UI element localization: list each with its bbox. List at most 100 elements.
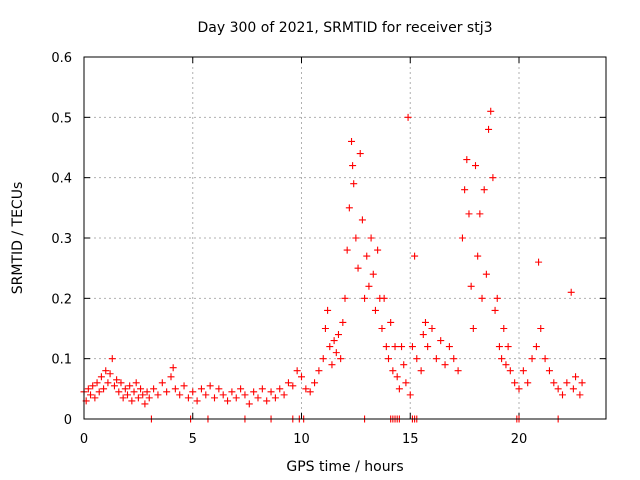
data-point	[154, 391, 162, 399]
data-point	[398, 343, 406, 351]
y-tick-label: 0.5	[51, 111, 72, 126]
data-point	[519, 367, 527, 375]
data-point	[532, 343, 540, 351]
data-point	[339, 318, 347, 326]
data-point	[158, 379, 166, 387]
data-point	[428, 325, 436, 332]
data-point	[374, 246, 382, 254]
data-point	[106, 370, 114, 378]
data-point	[476, 210, 484, 218]
y-tick-label: 0.3	[51, 232, 72, 247]
data-point	[391, 343, 399, 351]
data-point	[474, 252, 482, 260]
data-point	[367, 234, 375, 242]
data-point	[202, 391, 210, 399]
data-point	[250, 388, 258, 396]
data-point	[371, 306, 379, 314]
data-point	[100, 385, 108, 393]
data-point	[361, 294, 369, 302]
data-point	[124, 391, 131, 399]
data-point	[128, 397, 136, 405]
data-point	[343, 246, 351, 254]
data-point	[93, 379, 101, 387]
data-point	[241, 391, 249, 399]
data-point	[572, 373, 580, 381]
data-point	[502, 361, 510, 369]
data-point	[211, 394, 218, 402]
data-point	[139, 391, 147, 399]
data-point	[504, 343, 512, 351]
tick-layer: 0 0.1 0.2 0.3 0.4 0.5 0.6 0 5 10 15 20	[51, 51, 606, 447]
data-point	[348, 137, 356, 145]
data-point	[132, 379, 140, 387]
data-point	[332, 349, 340, 357]
data-point	[328, 361, 336, 369]
data-point	[432, 355, 440, 363]
data-point	[104, 379, 112, 387]
data-point	[387, 318, 395, 326]
data-point	[578, 379, 586, 387]
data-point	[382, 343, 390, 351]
data-point	[478, 294, 486, 302]
data-point	[535, 258, 543, 266]
data-point	[354, 264, 362, 272]
data-point	[559, 391, 566, 399]
data-points	[80, 107, 586, 423]
data-point	[450, 355, 458, 363]
data-point	[413, 355, 421, 363]
data-point	[206, 382, 214, 390]
data-point	[245, 400, 253, 408]
data-point	[110, 382, 118, 390]
data-point	[352, 234, 360, 242]
data-point	[349, 162, 357, 170]
data-point	[389, 367, 397, 375]
data-point	[528, 355, 536, 363]
data-point	[345, 204, 353, 212]
y-tick-label: 0.2	[51, 292, 72, 307]
data-point	[258, 385, 266, 393]
data-point	[498, 355, 506, 363]
data-point	[237, 385, 245, 393]
data-point	[365, 282, 373, 290]
data-point	[437, 337, 445, 345]
data-point	[467, 282, 475, 290]
data-point	[541, 355, 549, 363]
data-point	[465, 210, 473, 218]
data-point	[145, 394, 153, 402]
data-point	[369, 270, 377, 278]
data-point	[380, 294, 388, 302]
data-point	[267, 388, 275, 396]
x-tick-label: 20	[511, 432, 528, 447]
data-point	[482, 270, 490, 278]
data-point	[326, 343, 334, 351]
data-point	[363, 252, 371, 260]
data-point	[491, 306, 499, 314]
data-point	[289, 382, 297, 390]
data-point	[487, 107, 495, 115]
data-point	[315, 367, 323, 375]
data-point	[576, 391, 584, 399]
data-point	[356, 150, 364, 158]
data-point	[537, 325, 545, 332]
y-tick-label: 0.4	[51, 172, 72, 187]
data-point	[197, 385, 205, 393]
data-point	[254, 394, 262, 402]
data-point	[215, 385, 223, 393]
data-point	[445, 343, 453, 351]
data-point	[480, 186, 488, 194]
data-point	[143, 388, 151, 396]
data-point	[89, 382, 97, 390]
data-point	[458, 234, 466, 242]
y-tick-label: 0.6	[51, 51, 72, 66]
data-point	[550, 379, 558, 387]
data-point	[271, 394, 279, 402]
data-point	[91, 394, 99, 402]
data-point	[395, 385, 403, 393]
data-point	[169, 364, 177, 372]
data-point	[306, 388, 314, 396]
data-point	[134, 394, 142, 402]
data-point	[511, 379, 519, 387]
data-point	[284, 379, 292, 387]
data-point	[108, 355, 116, 363]
